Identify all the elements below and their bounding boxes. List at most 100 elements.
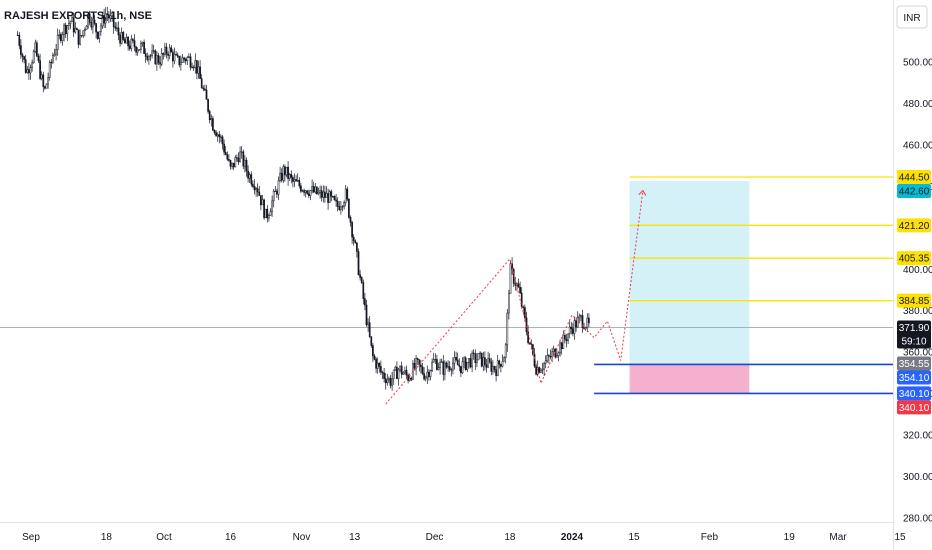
candle [216,132,219,142]
candle [45,83,48,89]
candle [540,367,542,373]
candle [464,356,467,371]
candle [466,361,469,373]
candle [85,24,88,30]
candle [402,370,405,375]
candle [404,366,406,375]
candle [295,175,297,182]
candle [432,352,435,363]
candle [482,352,485,372]
candle [128,40,131,51]
candle [421,363,424,376]
candle [296,173,299,182]
candle [418,359,421,372]
candle [570,321,573,335]
candle [135,45,137,56]
candle [309,189,312,201]
candle [338,201,341,211]
y-tick-label: 300.00 [903,472,932,483]
candle [66,24,69,41]
candle [151,43,153,59]
candle [471,350,473,373]
candle [588,313,590,328]
candle [378,362,381,373]
candle [442,355,445,381]
candle [191,62,193,69]
target-zone[interactable] [629,180,750,364]
candle [234,155,237,168]
candle [170,44,173,53]
candle [18,31,21,50]
projection-path[interactable] [385,190,644,405]
candle [159,55,161,69]
price-label: 444.50 [897,170,931,185]
candle [261,195,264,206]
candle [362,279,365,305]
candle [244,155,246,173]
candle [354,239,357,244]
candle [248,172,251,183]
candle [271,195,273,217]
candle [116,22,118,32]
candle [256,183,259,197]
candle [16,30,19,37]
currency-button[interactable]: INR [896,5,928,29]
candle [311,179,313,194]
candle [456,352,459,366]
candle [124,37,126,44]
candle [543,361,545,376]
price-label: 340.10 [897,400,931,415]
candle [437,362,440,371]
candle [351,220,353,244]
y-tick-label: 500.00 [903,58,932,69]
candle [143,39,145,54]
candle [348,198,350,219]
candle [325,186,328,198]
candle [439,358,441,375]
candle [24,54,27,74]
candle [32,49,35,64]
candle [242,149,245,170]
candle [484,351,486,371]
stop-zone[interactable] [629,363,750,394]
candle [357,248,360,276]
candle [42,71,45,93]
candle [71,15,73,22]
candle [389,374,392,389]
candle [332,195,334,198]
candle [165,42,168,59]
x-tick-label: 19 [784,532,796,543]
candle [576,311,579,328]
candle [162,52,165,60]
candle [420,359,422,374]
candle [272,188,275,208]
candle [279,166,281,183]
price-label-text: 442.60 [899,187,930,198]
candle [498,359,501,369]
price-label: 405.35 [897,251,931,266]
candle [492,359,494,375]
candle [519,281,521,294]
candle [485,358,488,373]
price-label: 340.10 [897,386,931,401]
candle [188,53,190,59]
candle [282,164,285,184]
candle [200,74,203,89]
candle [23,55,25,64]
candle [148,54,150,65]
candle [322,185,325,203]
candle [448,361,451,373]
candle [359,270,361,281]
candle [208,109,211,124]
candle [386,373,389,386]
candle [36,40,38,58]
candle [79,29,81,46]
candle [87,13,89,30]
candle [335,194,337,207]
candle [452,357,454,375]
plot-area[interactable] [0,6,893,405]
candle [308,189,310,199]
candle [60,32,62,44]
candle [104,7,107,29]
